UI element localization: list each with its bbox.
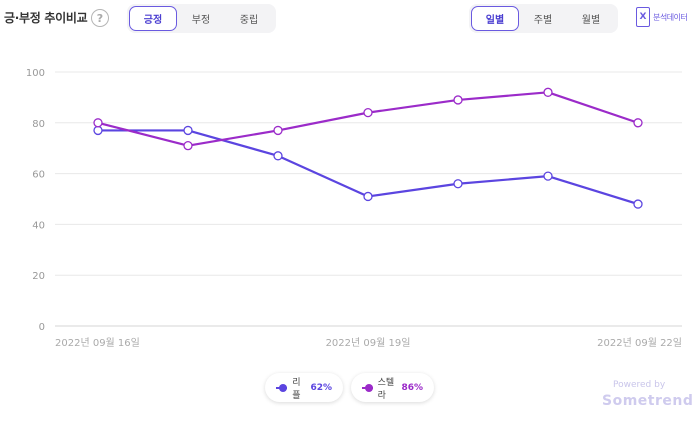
data-point	[183, 141, 193, 151]
data-point	[543, 171, 553, 181]
legend-marker-icon	[362, 383, 373, 393]
excel-icon: X	[636, 7, 650, 27]
brand-logo: Sometrend	[602, 393, 694, 409]
x-tick-label: 2022년 09월 16일	[55, 337, 140, 349]
page-title: 긍·부정 추이비교	[4, 11, 88, 25]
y-tick-label: 60	[32, 170, 45, 181]
analysis-data-label: 분석데이터	[653, 12, 688, 22]
powered-by-label: Powered by	[613, 380, 666, 390]
legend-series-percent: 86%	[401, 382, 423, 393]
data-point	[453, 95, 463, 105]
help-icon[interactable]: ?	[91, 9, 109, 27]
y-tick-label: 40	[32, 220, 45, 231]
tab-positive[interactable]: 긍정	[129, 6, 177, 31]
data-point	[93, 118, 103, 128]
x-tick-label: 2022년 09월 22일	[597, 337, 682, 349]
y-tick-label: 0	[39, 322, 45, 333]
data-point	[453, 179, 463, 189]
tab-neutral[interactable]: 중립	[239, 15, 259, 26]
y-tick-label: 20	[32, 271, 45, 282]
tab-monthly[interactable]: 월별	[581, 15, 601, 26]
data-point	[633, 118, 643, 128]
legend-item-series-2[interactable]: 스텔라 86%	[351, 373, 434, 402]
data-point	[273, 151, 283, 161]
tab-weekly[interactable]: 주별	[533, 15, 553, 26]
sentiment-toggle: 긍정 부정 중립	[127, 4, 276, 33]
y-tick-label: 80	[32, 119, 45, 130]
legend-item-series-1[interactable]: 리플 62%	[265, 373, 343, 402]
analysis-data-button[interactable]: X 분석데이터	[636, 7, 688, 27]
legend-series-name: 리플	[292, 377, 301, 401]
y-tick-label: 100	[26, 68, 45, 79]
data-point	[183, 125, 193, 136]
data-point	[543, 87, 553, 97]
legend-marker-icon	[276, 383, 288, 393]
data-point	[633, 199, 643, 209]
tab-negative[interactable]: 부정	[191, 15, 211, 26]
x-tick-label: 2022년 09월 19일	[326, 337, 411, 349]
tab-daily[interactable]: 일별	[471, 6, 519, 31]
data-point	[363, 107, 373, 118]
legend-series-percent: 62%	[310, 382, 332, 393]
data-point	[273, 125, 283, 136]
period-toggle: 일별 주별 월별	[469, 4, 618, 33]
series-line	[97, 91, 639, 147]
data-point	[93, 125, 103, 136]
data-point	[363, 191, 373, 202]
legend-series-name: 스텔라	[377, 377, 395, 401]
